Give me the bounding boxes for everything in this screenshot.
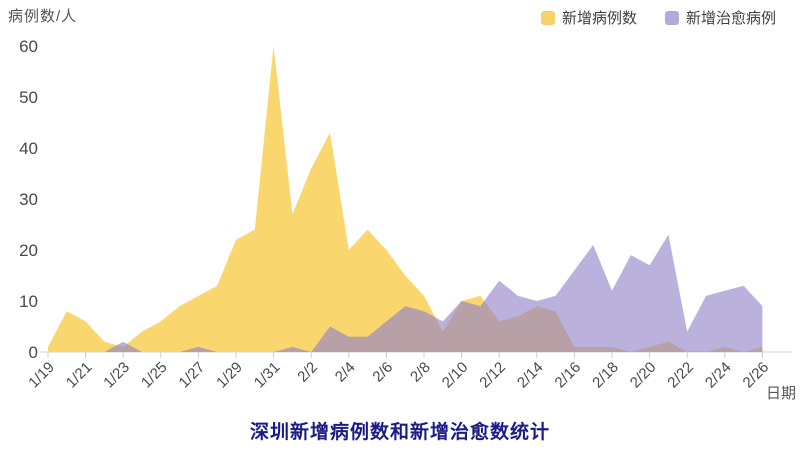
recovered-swatch-icon bbox=[664, 10, 679, 25]
x-tick-label: 1/19 bbox=[25, 359, 58, 392]
legend: 新增病例数 新增治愈病例 bbox=[540, 7, 776, 28]
x-tick-label: 1/23 bbox=[100, 359, 133, 392]
legend-label-new-cases: 新增病例数 bbox=[561, 10, 637, 27]
new-cases-swatch-icon bbox=[540, 10, 555, 25]
y-tick-label: 50 bbox=[19, 88, 38, 107]
legend-item-new-cases[interactable]: 新增病例数 bbox=[540, 7, 637, 28]
new-cases-area bbox=[48, 46, 763, 352]
x-tick-label: 2/22 bbox=[664, 359, 697, 392]
y-tick-label: 40 bbox=[19, 139, 38, 158]
x-tick-label: 2/12 bbox=[476, 359, 509, 392]
x-tick-label: 1/29 bbox=[213, 359, 246, 392]
y-tick-label: 10 bbox=[19, 292, 38, 311]
x-tick-label: 1/31 bbox=[251, 359, 284, 392]
y-tick-label: 30 bbox=[19, 190, 38, 209]
legend-item-recovered[interactable]: 新增治愈病例 bbox=[664, 7, 776, 28]
x-tick-label: 2/6 bbox=[369, 359, 396, 386]
legend-label-recovered: 新增治愈病例 bbox=[685, 10, 776, 27]
x-tick-label: 2/16 bbox=[552, 359, 585, 392]
x-tick-label: 2/14 bbox=[514, 359, 547, 392]
chart-title: 深圳新增病例数和新增治愈数统计 bbox=[249, 422, 550, 443]
x-tick-label: 2/4 bbox=[332, 359, 359, 386]
y-tick-label: 60 bbox=[19, 37, 38, 56]
y-axis-unit-label: 病例数/人 bbox=[8, 8, 78, 25]
x-tick-label: 2/18 bbox=[589, 359, 622, 392]
x-tick-label: 2/2 bbox=[294, 359, 321, 386]
recovered-area bbox=[48, 234, 763, 352]
x-tick-label: 1/27 bbox=[176, 359, 209, 392]
x-tick-label: 2/24 bbox=[702, 359, 735, 392]
y-tick-label: 0 bbox=[29, 343, 38, 362]
x-axis-unit-label: 日期 bbox=[766, 385, 796, 402]
x-tick-label: 1/25 bbox=[138, 359, 171, 392]
x-tick-label: 2/10 bbox=[439, 359, 472, 392]
y-tick-label: 20 bbox=[19, 241, 38, 260]
x-tick-label: 1/21 bbox=[63, 359, 96, 392]
x-tick-label: 2/20 bbox=[627, 359, 660, 392]
x-tick-label: 2/8 bbox=[407, 359, 434, 386]
